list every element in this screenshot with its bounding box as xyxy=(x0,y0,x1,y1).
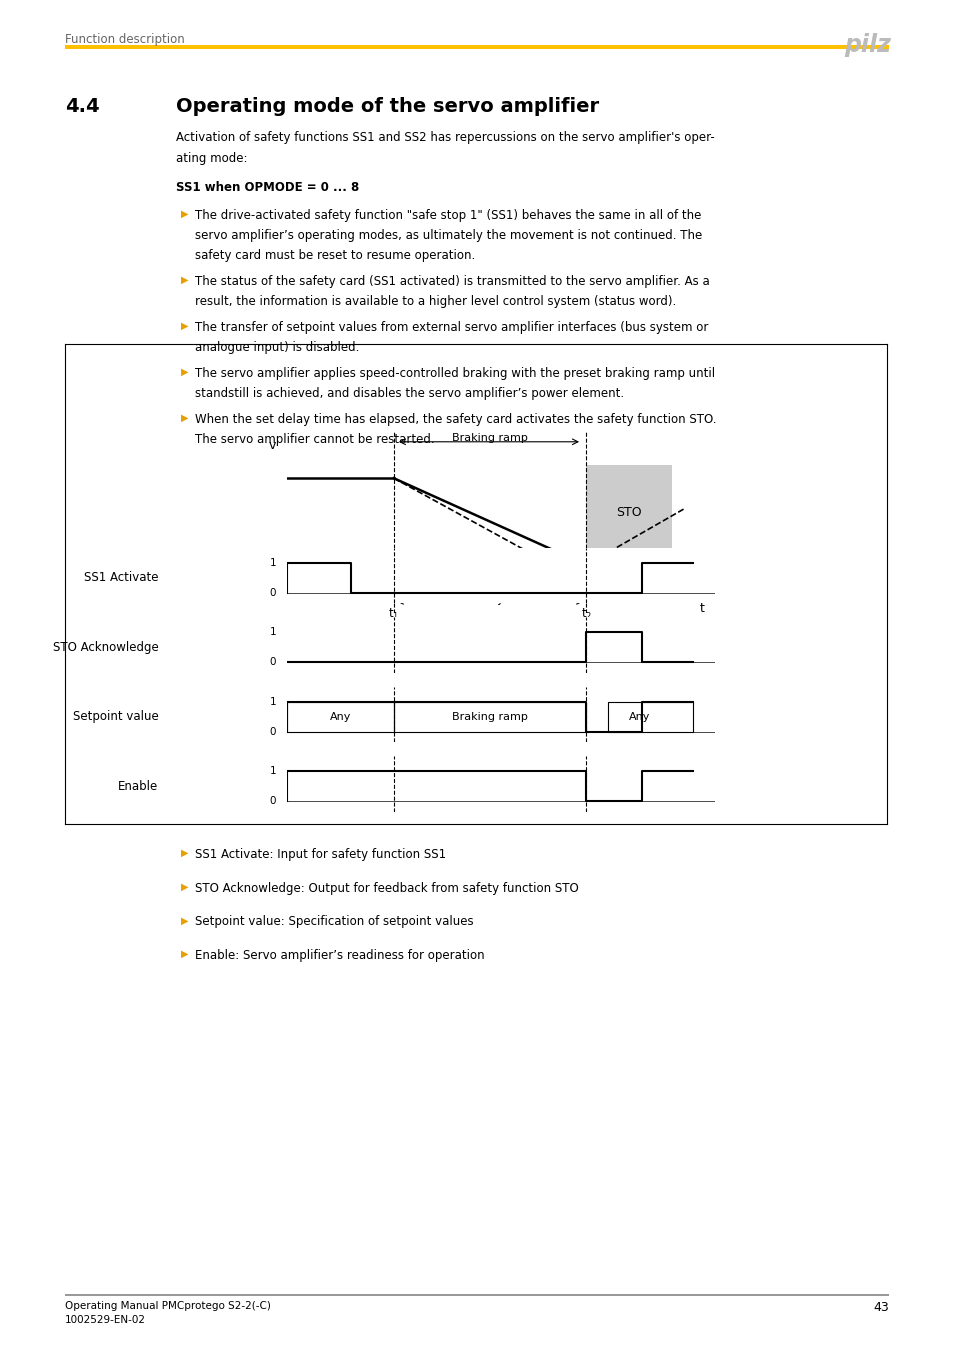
Text: ▶: ▶ xyxy=(181,413,189,423)
Text: pilz: pilz xyxy=(843,34,890,57)
Text: Enable: Servo amplifier’s readiness for operation: Enable: Servo amplifier’s readiness for … xyxy=(194,949,484,963)
Text: 0: 0 xyxy=(270,796,276,806)
Text: STO Acknowledge: Output for feedback from safety function STO: STO Acknowledge: Output for feedback fro… xyxy=(194,882,578,895)
Bar xyxy=(607,702,693,732)
Bar xyxy=(586,466,671,564)
Text: 1: 1 xyxy=(270,697,276,707)
Text: SS1 Activate: Input for safety function SS1: SS1 Activate: Input for safety function … xyxy=(194,848,445,861)
Text: SS1 when OPMODE = 0 ... 8: SS1 when OPMODE = 0 ... 8 xyxy=(176,181,359,194)
Bar xyxy=(287,702,394,732)
Text: 0: 0 xyxy=(270,657,276,667)
Text: STO: STO xyxy=(616,506,641,520)
Text: Enable: Enable xyxy=(118,780,158,792)
Text: analogue input) is disabled.: analogue input) is disabled. xyxy=(194,342,358,354)
Text: ▶: ▶ xyxy=(181,209,189,219)
Text: The servo amplifier applies speed-controlled braking with the preset braking ram: The servo amplifier applies speed-contro… xyxy=(194,367,714,379)
Text: 4.4: 4.4 xyxy=(65,97,99,116)
Text: 0: 0 xyxy=(270,726,276,737)
Text: 0: 0 xyxy=(270,587,276,598)
Text: safety card must be reset to resume operation.: safety card must be reset to resume oper… xyxy=(194,250,475,262)
Text: STO Acknowledge: STO Acknowledge xyxy=(52,641,158,653)
Text: v: v xyxy=(268,439,275,452)
Text: Operating Manual PMCprotego S2-2(-C)
1002529-EN-02: Operating Manual PMCprotego S2-2(-C) 100… xyxy=(65,1301,271,1326)
Text: Any: Any xyxy=(330,711,351,722)
Text: ▶: ▶ xyxy=(181,915,189,925)
Text: When the set delay time has elapsed, the safety card activates the safety functi: When the set delay time has elapsed, the… xyxy=(194,413,716,427)
Text: The drive-activated safety function "safe stop 1" (SS1) behaves the same in all : The drive-activated safety function "saf… xyxy=(194,209,700,223)
Text: The transfer of setpoint values from external servo amplifier interfaces (bus sy: The transfer of setpoint values from ext… xyxy=(194,321,707,333)
Text: Setpoint value: Setpoint value xyxy=(72,710,158,724)
Text: servo amplifier’s operating modes, as ultimately the movement is not continued. : servo amplifier’s operating modes, as ul… xyxy=(194,230,701,242)
Text: t: t xyxy=(699,602,703,614)
Text: standstill is achieved, and disables the servo amplifier’s power element.: standstill is achieved, and disables the… xyxy=(194,387,623,400)
Text: The servo amplifier cannot be restarted.: The servo amplifier cannot be restarted. xyxy=(194,433,434,446)
Text: Operating mode of the servo amplifier: Operating mode of the servo amplifier xyxy=(176,97,599,116)
Text: result, the information is available to a higher level control system (status wo: result, the information is available to … xyxy=(194,296,675,308)
Text: t$_1$: t$_1$ xyxy=(388,606,399,621)
Text: SS1 Activate: SS1 Activate xyxy=(84,571,158,585)
Text: 1: 1 xyxy=(270,628,276,637)
Text: ▶: ▶ xyxy=(181,367,189,377)
Text: Braking ramp: Braking ramp xyxy=(452,711,527,722)
Text: ▶: ▶ xyxy=(181,275,189,285)
Text: Setpoint value: Specification of setpoint values: Setpoint value: Specification of setpoin… xyxy=(194,915,473,929)
Text: 43: 43 xyxy=(872,1301,888,1315)
Text: Activation of safety functions SS1 and SS2 has repercussions on the servo amplif: Activation of safety functions SS1 and S… xyxy=(176,131,715,144)
Text: Any: Any xyxy=(628,711,650,722)
Text: 1: 1 xyxy=(270,767,276,776)
Text: Function description: Function description xyxy=(65,34,185,46)
Bar xyxy=(394,702,586,732)
Text: ▶: ▶ xyxy=(181,882,189,891)
Text: STO delay time: STO delay time xyxy=(447,595,532,605)
Text: ▶: ▶ xyxy=(181,848,189,857)
Text: ▶: ▶ xyxy=(181,321,189,331)
Text: Braking ramp: Braking ramp xyxy=(452,433,527,443)
Text: t$_2$: t$_2$ xyxy=(580,606,591,621)
Text: ▶: ▶ xyxy=(181,949,189,958)
Text: ating mode:: ating mode: xyxy=(176,153,248,165)
Text: 1: 1 xyxy=(270,558,276,568)
Text: The status of the safety card (SS1 activated) is transmitted to the servo amplif: The status of the safety card (SS1 activ… xyxy=(194,275,709,288)
